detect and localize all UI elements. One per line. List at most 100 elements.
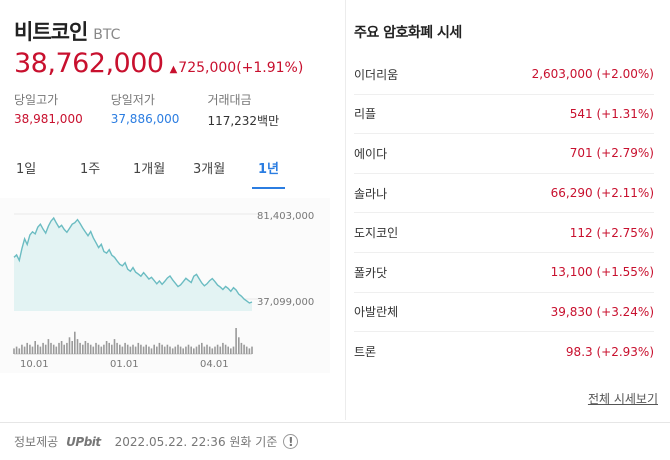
volume-bar <box>42 342 44 354</box>
volume-bar <box>92 346 95 354</box>
volume-bar <box>79 342 81 354</box>
volume-bar <box>100 346 103 354</box>
volume-bar <box>187 344 190 354</box>
price-change: ▲725,000(+1.91%) <box>170 60 304 76</box>
up-arrow-icon: ▲ <box>169 64 178 75</box>
market-title: 주요 암호화폐 시세 <box>354 25 462 41</box>
volume-bar <box>89 344 92 354</box>
volume-bar <box>108 342 110 354</box>
volume-bar <box>97 344 100 354</box>
volume-bar <box>211 348 214 354</box>
volume-bar <box>58 342 60 354</box>
stat-volume: 거래대금 117,232백만 <box>207 91 279 129</box>
stat-high: 당일고가 38,981,000 <box>14 91 83 129</box>
coin-name: 비트코인 <box>14 20 88 44</box>
volume-bar <box>222 342 224 354</box>
timestamp: 2022.05.22. 22:36 원화 기준 <box>114 435 278 449</box>
volume-bar <box>216 344 219 354</box>
volume-bar <box>245 346 248 354</box>
volume-bar <box>198 344 200 354</box>
stat-low: 당일저가 37,886,000 <box>111 91 180 129</box>
volume-bar <box>31 346 34 354</box>
volume-bar <box>156 346 158 354</box>
coin-item-price: 541 (+1.31%) <box>569 106 654 121</box>
period-tabs: 1일 1주 1개월 3개월 1년 <box>0 150 310 190</box>
stat-label: 거래대금 <box>207 93 252 107</box>
volume-bar <box>174 346 177 354</box>
stat-label: 당일저가 <box>110 93 155 107</box>
volume-bar <box>66 342 68 354</box>
volume-bar <box>179 346 182 354</box>
volume-bar <box>243 344 245 354</box>
list-item[interactable]: 도지코인 112 (+2.75%) <box>354 213 654 253</box>
volume-bar <box>185 346 187 354</box>
upbit-logo: UPbit <box>66 434 101 449</box>
volume-bar <box>119 344 121 354</box>
stat-label: 당일고가 <box>14 93 59 107</box>
volume-bar <box>103 344 105 354</box>
stat-value: 117,232백만 <box>207 114 280 128</box>
view-all-link[interactable]: 전체 시세보기 <box>587 392 658 406</box>
volume-bar <box>37 344 39 354</box>
tab-1w[interactable]: 1주 <box>80 162 101 177</box>
volume-bar <box>248 348 251 354</box>
tab-3m[interactable]: 3개월 <box>193 162 226 177</box>
volume-bar <box>161 344 163 354</box>
coin-item-name: 아발란체 <box>354 305 399 320</box>
price-chart-svg: 81,403,000 37,099,000 10.01 01.01 04.01 <box>13 211 314 370</box>
tab-1y[interactable]: 1년 <box>252 158 286 189</box>
volume-bar <box>18 348 21 354</box>
info-icon[interactable]: ! <box>283 434 299 449</box>
volume-bar <box>111 344 113 354</box>
footer: 정보제공 UPbit 2022.05.22. 22:36 원화 기준 ! <box>0 422 670 460</box>
volume-bar <box>39 346 42 354</box>
price-line <box>13 216 253 304</box>
volume-bar <box>84 341 87 354</box>
volume-bar <box>71 341 73 354</box>
coin-item-price: 2,603,000 (+2.00%) <box>531 67 654 82</box>
volume-bar <box>177 344 179 354</box>
stats-row: 당일고가 38,981,000 당일저가 37,886,000 거래대금 117… <box>14 91 307 129</box>
volume-bar <box>169 346 171 354</box>
provider-label: 정보제공 <box>14 435 59 449</box>
coin-item-price: 66,290 (+2.11%) <box>550 186 654 201</box>
list-item[interactable]: 솔라나 66,290 (+2.11%) <box>354 174 654 214</box>
volume-bar <box>63 344 65 354</box>
volume-bar <box>219 346 222 354</box>
volume-bar <box>230 348 232 354</box>
volume-bar <box>163 346 166 354</box>
volume-bar <box>224 344 227 354</box>
list-item[interactable]: 아발란체 39,830 (+3.24%) <box>354 293 654 333</box>
volume-bar <box>105 341 108 354</box>
volume-bar <box>124 342 126 354</box>
volume-bar <box>235 328 237 354</box>
market-panel: 주요 암호화폐 시세 이더리움 2,603,000 (+2.00%) 리플 54… <box>345 0 663 420</box>
volume-bar <box>158 342 161 354</box>
volume-bar <box>238 337 240 354</box>
volume-bar <box>195 346 198 354</box>
list-item[interactable]: 이더리움 2,603,000 (+2.00%) <box>354 55 654 95</box>
coin-title: 비트코인 BTC <box>14 16 120 46</box>
list-item[interactable]: 폴카닷 13,100 (+1.55%) <box>354 253 654 293</box>
volume-bar <box>52 344 55 354</box>
list-item[interactable]: 에이다 701 (+2.79%) <box>354 134 654 174</box>
volume-bar <box>153 344 155 354</box>
volume-bar <box>34 341 36 354</box>
volume-bar <box>15 346 18 354</box>
volume-bar <box>21 344 23 354</box>
volume-bar <box>227 346 229 354</box>
coin-item-price: 13,100 (+1.55%) <box>550 265 654 280</box>
volume-bar <box>166 344 169 354</box>
tab-1d[interactable]: 1일 <box>16 162 37 177</box>
volume-bar <box>47 339 50 354</box>
price-chart: 81,403,000 37,099,000 10.01 01.01 04.01 <box>0 198 330 373</box>
volume-bar <box>87 342 89 354</box>
volume-bar <box>150 348 153 354</box>
price-area <box>14 218 252 311</box>
list-item[interactable]: 트론 98.3 (+2.93%) <box>354 332 654 372</box>
tab-1m[interactable]: 1개월 <box>133 162 166 177</box>
volume-bar <box>29 344 31 354</box>
list-item[interactable]: 리플 541 (+1.31%) <box>354 95 654 135</box>
volume-bar <box>148 346 150 354</box>
volume-bar <box>95 342 97 354</box>
